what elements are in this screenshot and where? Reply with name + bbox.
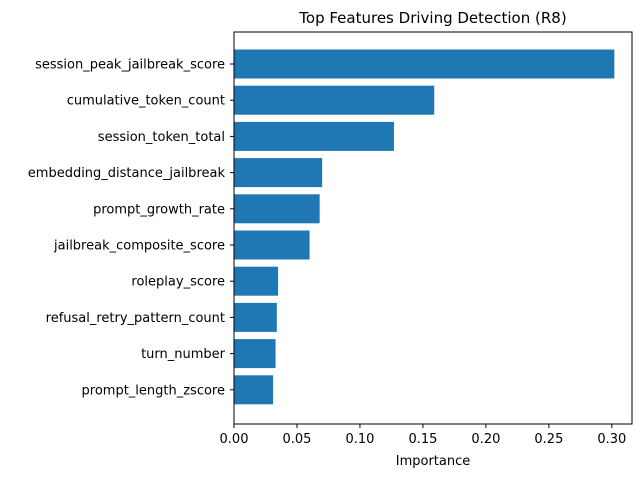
y-tick-label: prompt_growth_rate [93,202,225,217]
x-tick-label: 0.15 [408,432,437,447]
y-tick-label: turn_number [141,347,226,362]
bar-refusal_retry_pattern_count [234,302,277,332]
y-tick-label: session_token_total [98,130,225,145]
x-tick-label: 0.00 [220,432,249,447]
x-ticks: 0.00 0.05 0.10 0.15 0.20 0.25 0.30 [220,424,626,447]
bar-roleplay_score [234,266,279,296]
chart-title: Top Features Driving Detection (R8) [298,9,566,27]
bar-turn_number [234,339,276,369]
x-axis-label: Importance [396,454,471,469]
x-tick-label: 0.30 [597,432,626,447]
x-tick-label: 0.20 [471,432,500,447]
bar-session_token_total [234,121,394,151]
y-tick-label: cumulative_token_count [67,94,225,109]
x-tick-label: 0.25 [534,432,563,447]
bar-jailbreak_composite_score [234,230,310,260]
y-tick-labels: session_peak_jailbreak_score cumulative_t… [28,58,234,398]
x-tick-label: 0.05 [282,432,311,447]
bars-group [234,49,615,405]
bar-prompt_growth_rate [234,194,320,224]
y-tick-label: refusal_retry_pattern_count [46,311,225,326]
bar-prompt_length_zscore [234,375,274,405]
y-tick-label: session_peak_jailbreak_score [35,58,225,73]
bar-cumulative_token_count [234,85,435,115]
bar-embedding_distance_jailbreak [234,158,323,188]
y-tick-label: embedding_distance_jailbreak [28,166,226,181]
bar-session_peak_jailbreak_score [234,49,615,79]
y-tick-label: roleplay_score [131,275,225,290]
y-tick-label: jailbreak_composite_score [53,239,225,254]
y-tick-label: prompt_length_zscore [82,383,225,398]
plot-frame [233,31,633,425]
x-tick-label: 0.10 [345,432,374,447]
